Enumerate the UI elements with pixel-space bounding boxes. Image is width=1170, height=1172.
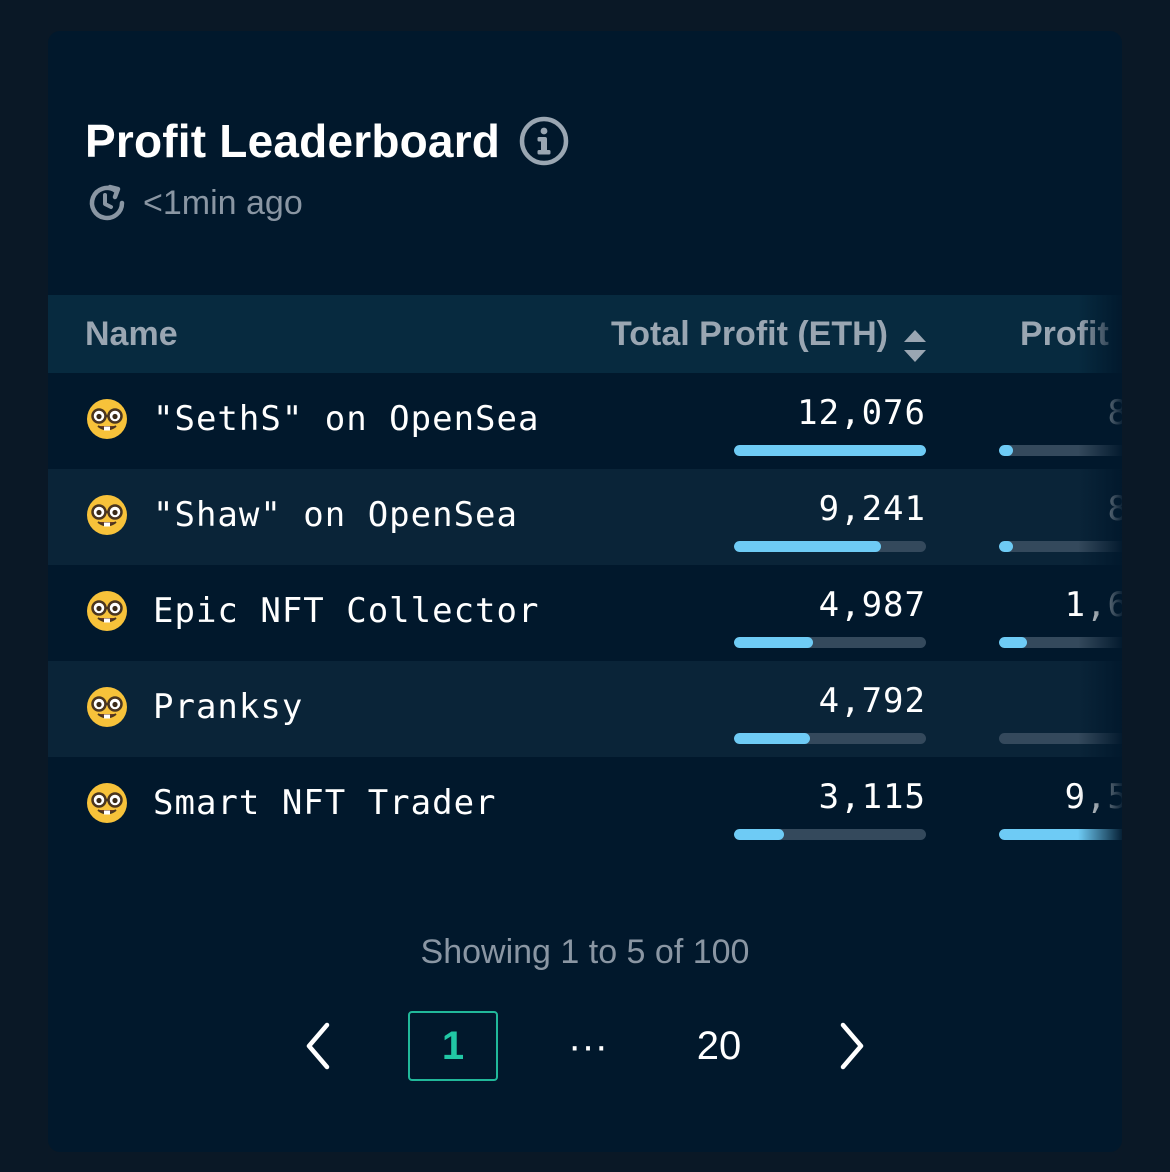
leaderboard-card: Profit Leaderboard <1min ago <box>48 31 1122 1152</box>
table-row[interactable]: Smart NFT Trader 3,115 9,5 <box>48 757 1122 853</box>
profit-bar-fill <box>734 637 813 648</box>
column-header-total-profit[interactable]: Total Profit (ETH) <box>611 295 928 373</box>
nerd-face-icon <box>85 397 129 441</box>
cell-profit: 8 <box>999 391 1122 456</box>
profit-value: 1,6 <box>1064 585 1122 625</box>
profit-bar-fill <box>734 829 784 840</box>
cell-name: Epic NFT Collector <box>85 583 539 639</box>
cell-total-profit: 12,076 <box>734 391 926 456</box>
profit-bar-track <box>734 637 926 648</box>
cell-total-profit: 4,987 <box>734 583 926 648</box>
profit-bar-track <box>734 541 926 552</box>
profit-bar-fill <box>734 733 810 744</box>
cell-name: "Shaw" on OpenSea <box>85 487 518 543</box>
clock-refresh-icon <box>85 181 129 225</box>
table-header: Name Total Profit (ETH) Profit <box>48 295 1122 373</box>
profit-bar-track <box>734 445 926 456</box>
page-title: Profit Leaderboard <box>85 115 501 167</box>
total-profit-value: 4,987 <box>818 585 926 625</box>
nerd-face-icon <box>85 685 129 729</box>
cell-total-profit: 4,792 <box>734 679 926 744</box>
last-updated-text: <1min ago <box>143 183 303 222</box>
cell-name: "SethS" on OpenSea <box>85 391 539 447</box>
profit-bar-track <box>734 733 926 744</box>
page-ellipsis: ··· <box>568 1024 608 1068</box>
total-profit-value: 3,115 <box>818 777 926 817</box>
profit-pct-bar-track <box>999 637 1122 648</box>
table-row[interactable]: "Shaw" on OpenSea 9,241 8 <box>48 469 1122 565</box>
profit-value: 8 <box>1107 393 1122 433</box>
trader-name[interactable]: "Shaw" on OpenSea <box>153 495 518 535</box>
column-header-total-profit-label: Total Profit (ETH) <box>611 315 888 353</box>
pagination-summary: Showing 1 to 5 of 100 <box>420 933 750 971</box>
table-body: "SethS" on OpenSea 12,076 8 "Shaw" on OpenS… <box>48 373 1122 853</box>
profit-pct-bar-fill <box>999 445 1013 456</box>
trader-name[interactable]: Epic NFT Collector <box>153 591 540 631</box>
profit-value: 9,5 <box>1064 777 1122 817</box>
profit-pct-bar-track <box>999 733 1122 744</box>
info-circle-icon[interactable] <box>518 115 570 167</box>
trader-name[interactable]: Pranksy <box>153 687 304 727</box>
cell-profit: 9,5 <box>999 775 1122 840</box>
profit-pct-bar-fill <box>999 637 1027 648</box>
cell-profit: 1,6 <box>999 583 1122 648</box>
profit-bar-fill <box>734 445 926 456</box>
cell-total-profit: 9,241 <box>734 487 926 552</box>
profit-pct-bar-fill <box>999 829 1122 840</box>
card-header: Profit Leaderboard <1min ago <box>85 111 570 225</box>
trader-name[interactable]: "SethS" on OpenSea <box>153 399 540 439</box>
chevron-left-icon[interactable] <box>298 1011 338 1081</box>
sort-icon[interactable] <box>902 315 928 362</box>
leaderboard-table: Name Total Profit (ETH) Profit "SethS" o… <box>48 295 1122 853</box>
table-row[interactable]: Pranksy 4,792 <box>48 661 1122 757</box>
trader-name[interactable]: Smart NFT Trader <box>153 783 497 823</box>
column-header-name: Name <box>85 315 178 353</box>
cell-name: Pranksy <box>85 679 303 735</box>
profit-pct-bar-track <box>999 541 1122 552</box>
total-profit-value: 12,076 <box>797 393 926 433</box>
profit-bar-fill <box>734 541 881 552</box>
profit-value: 8 <box>1107 489 1122 529</box>
total-profit-value: 4,792 <box>818 681 926 721</box>
nerd-face-icon <box>85 493 129 537</box>
cell-profit <box>999 679 1122 744</box>
profit-value <box>999 679 1122 723</box>
cell-name: Smart NFT Trader <box>85 775 497 831</box>
profit-pct-bar-track <box>999 829 1122 840</box>
nerd-face-icon <box>85 589 129 633</box>
profit-pct-bar-track <box>999 445 1122 456</box>
column-header-profit[interactable]: Profit <box>1020 315 1109 353</box>
pagination: 1 ··· 20 <box>48 1011 1122 1081</box>
table-row[interactable]: Epic NFT Collector 4,987 1,6 <box>48 565 1122 661</box>
updated-row: <1min ago <box>85 181 570 225</box>
total-profit-value: 9,241 <box>818 489 926 529</box>
title-row: Profit Leaderboard <box>85 111 570 171</box>
page-button-last[interactable]: 20 <box>696 1024 742 1068</box>
cell-total-profit: 3,115 <box>734 775 926 840</box>
chevron-right-icon[interactable] <box>832 1011 872 1081</box>
table-row[interactable]: "SethS" on OpenSea 12,076 8 <box>48 373 1122 469</box>
nerd-face-icon <box>85 781 129 825</box>
cell-profit: 8 <box>999 487 1122 552</box>
page-button-current[interactable]: 1 <box>408 1011 498 1081</box>
profit-pct-bar-fill <box>999 541 1013 552</box>
profit-bar-track <box>734 829 926 840</box>
